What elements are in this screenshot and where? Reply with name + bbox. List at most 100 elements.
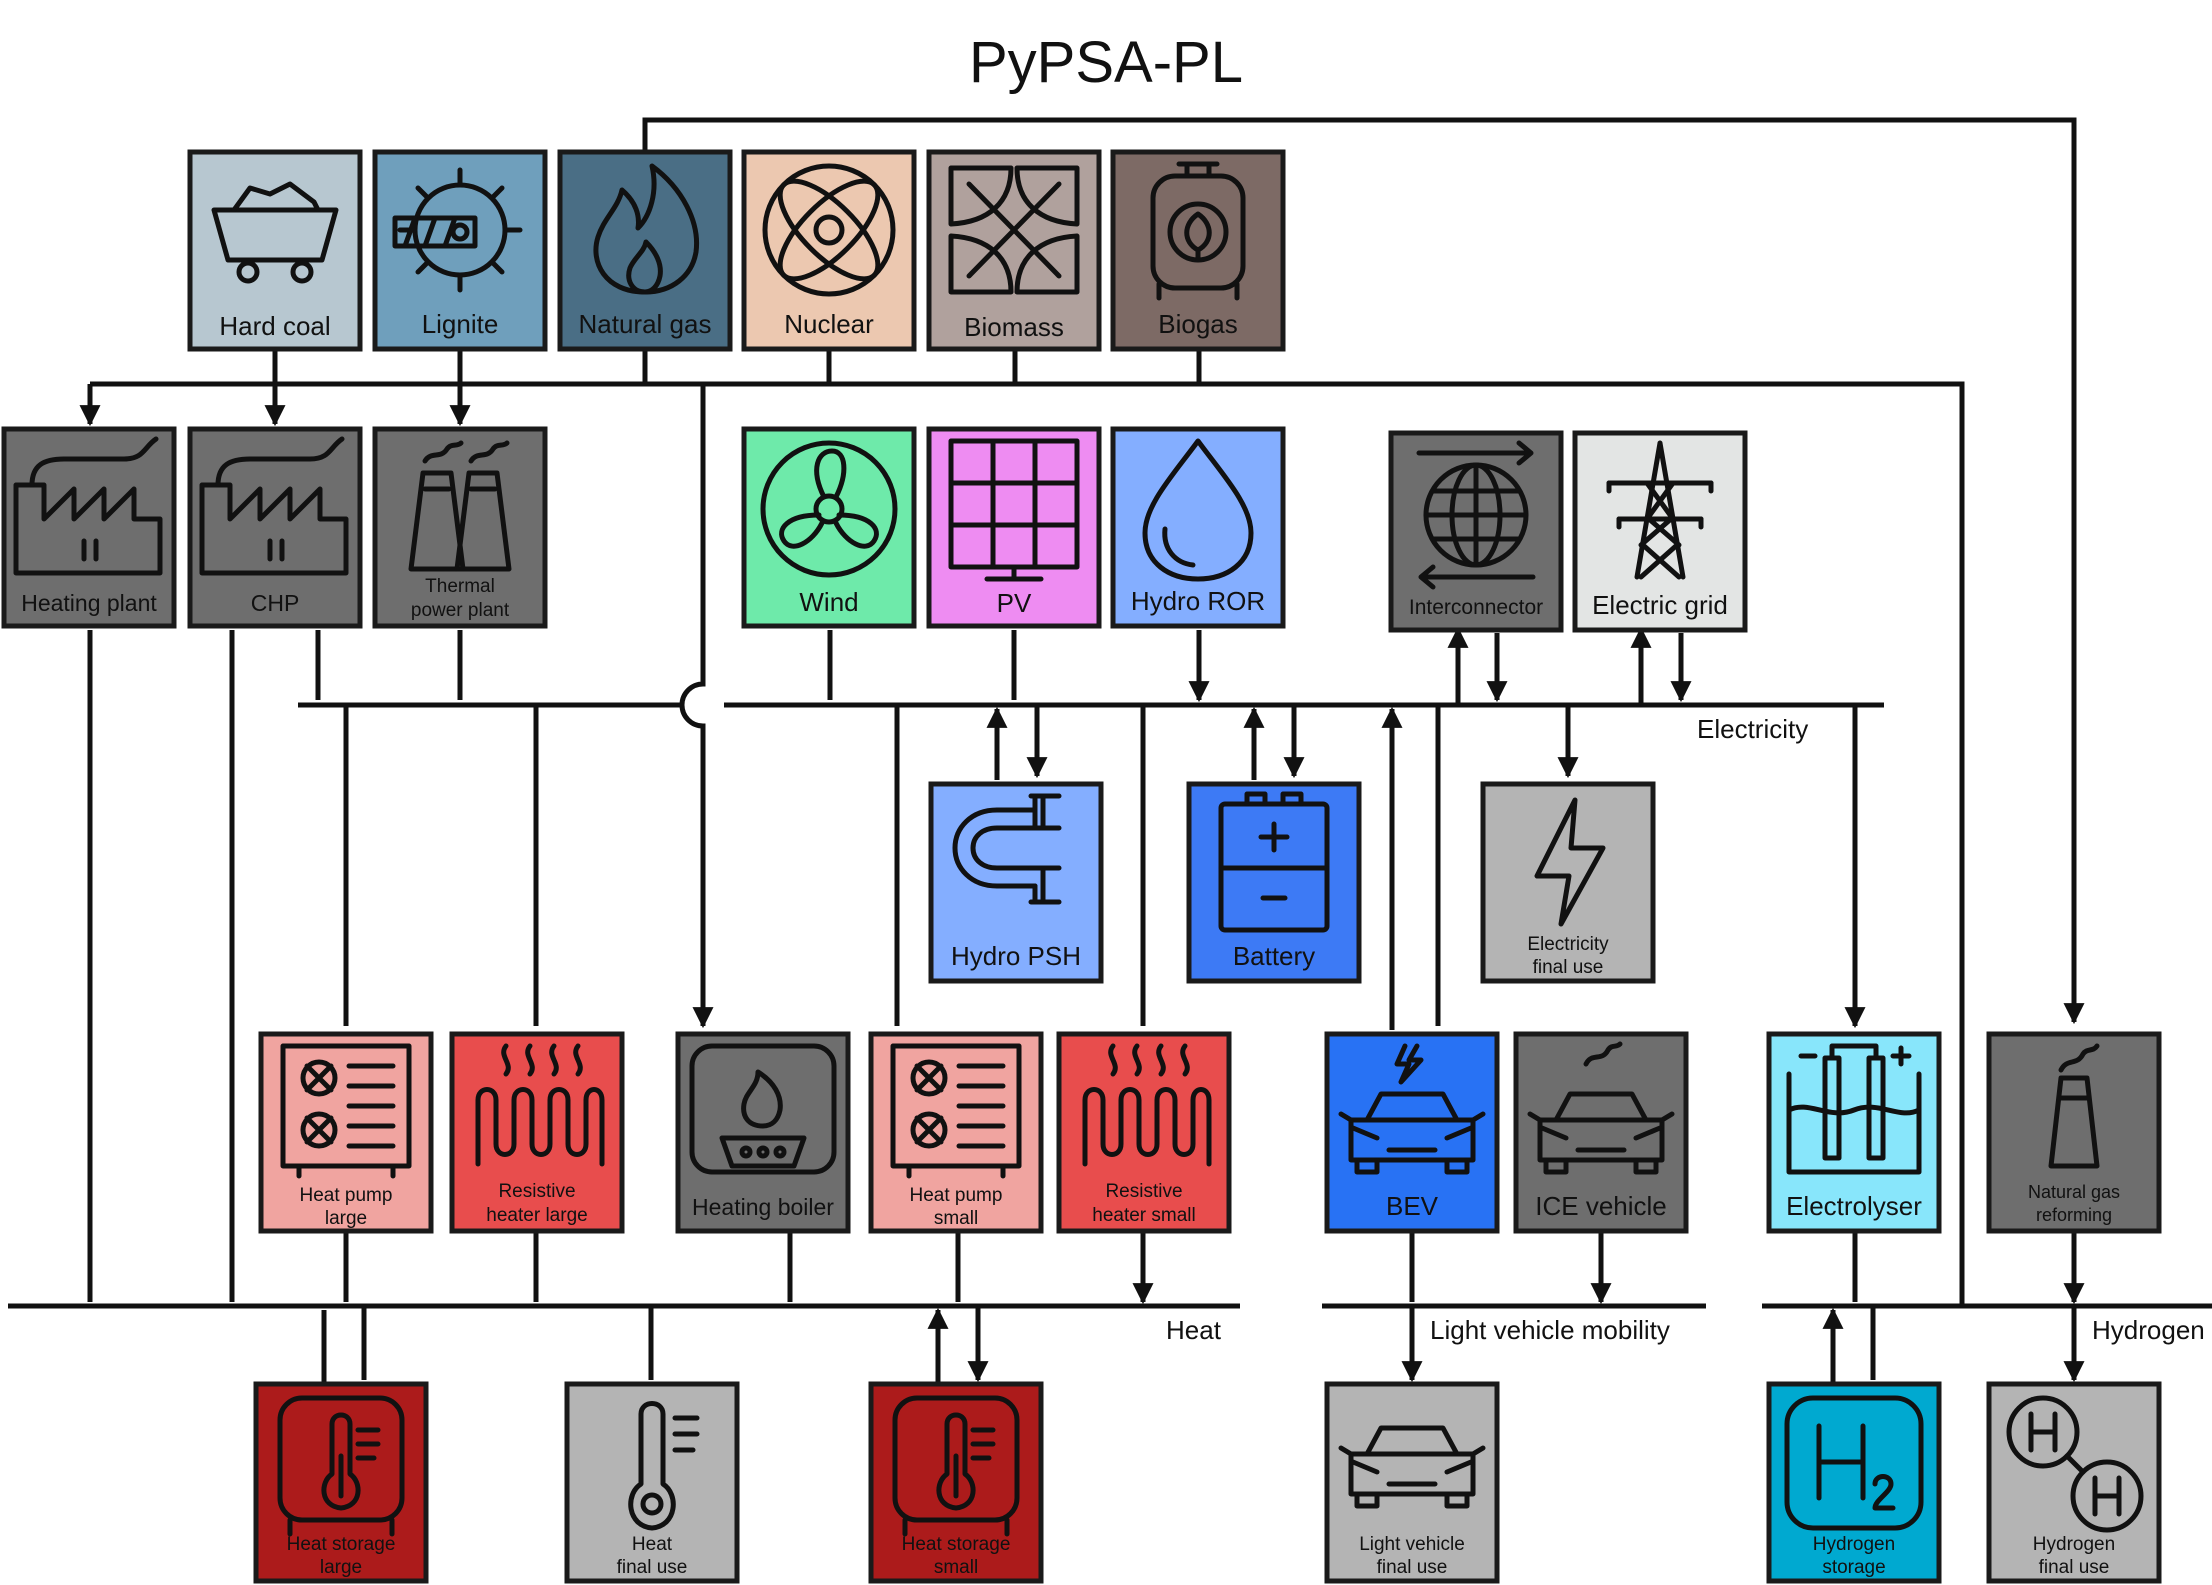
wire-storage-to-heat xyxy=(321,1310,938,1384)
svg-text:Nuclear: Nuclear xyxy=(784,309,874,339)
h2-molecule-icon xyxy=(2006,1395,2144,1533)
svg-text:Hard coal: Hard coal xyxy=(219,311,330,341)
svg-text:Lignite: Lignite xyxy=(422,309,499,339)
thermometer-tank-icon xyxy=(277,1395,405,1537)
svg-text:final use: final use xyxy=(617,1557,688,1578)
node-hydro-psh[interactable]: Hydro PSH xyxy=(928,781,1104,984)
svg-text:Natural gas: Natural gas xyxy=(579,309,712,339)
battery-icon xyxy=(1218,791,1330,933)
pipe-icon xyxy=(952,793,1062,905)
svg-text:Electricity: Electricity xyxy=(1527,934,1609,955)
svg-text:Battery: Battery xyxy=(1233,941,1315,971)
leaves-icon xyxy=(948,165,1080,295)
svg-text:Heat pump: Heat pump xyxy=(300,1185,393,1206)
factory-icon xyxy=(199,436,349,576)
node-heat-storage-large[interactable]: Heat storage large xyxy=(253,1381,429,1584)
mine-cart-icon xyxy=(211,181,339,284)
node-pv[interactable]: PV xyxy=(926,426,1102,629)
node-light-vehicle-final-use[interactable]: Light vehicle final use xyxy=(1324,1381,1500,1584)
node-heat-pump-large[interactable]: Heat pump large xyxy=(258,1031,434,1234)
svg-text:reforming: reforming xyxy=(2036,1205,2112,1225)
atom-icon xyxy=(762,163,896,297)
node-bev[interactable]: BEV xyxy=(1324,1031,1500,1234)
node-natural-gas-reforming[interactable]: Natural gas reforming xyxy=(1986,1031,2162,1234)
thermometer-icon xyxy=(628,1401,700,1531)
electrolysis-icon xyxy=(1786,1043,1922,1175)
node-heat-final-use[interactable]: Heat final use xyxy=(564,1381,740,1584)
svg-text:Interconnector: Interconnector xyxy=(1409,596,1543,619)
heat-pump-icon xyxy=(280,1043,412,1179)
svg-text:Hydrogen: Hydrogen xyxy=(2033,1534,2115,1555)
node-hydrogen-final-use[interactable]: Hydrogen final use xyxy=(1986,1381,2162,1584)
node-interconnector[interactable]: Interconnector xyxy=(1388,430,1564,633)
svg-text:CHP: CHP xyxy=(251,590,300,616)
node-ice-vehicle[interactable]: ICE vehicle xyxy=(1513,1031,1689,1234)
node-electrolyser[interactable]: Electrolyser xyxy=(1766,1031,1942,1234)
node-biogas[interactable]: Biogas xyxy=(1110,149,1286,352)
wire-to-heat-bus xyxy=(87,630,1143,1302)
solar-panel-icon xyxy=(948,438,1080,582)
svg-text:final use: final use xyxy=(2039,1557,2110,1578)
node-heating-plant[interactable]: Heating plant xyxy=(1,426,177,629)
node-electric-grid[interactable]: Electric grid xyxy=(1572,430,1748,633)
diagram-title: PyPSA-PL xyxy=(969,30,1243,95)
svg-text:Heat pump: Heat pump xyxy=(910,1185,1003,1206)
node-heat-pump-small[interactable]: Heat pump small xyxy=(868,1031,1044,1234)
svg-text:Biomass: Biomass xyxy=(964,312,1064,342)
svg-text:ICE vehicle: ICE vehicle xyxy=(1535,1191,1667,1221)
wire-fuel-line xyxy=(90,381,1965,1306)
svg-text:power plant: power plant xyxy=(411,600,510,621)
svg-text:final use: final use xyxy=(1533,957,1604,978)
cooling-towers-icon xyxy=(408,440,512,572)
node-resistive-heater-large[interactable]: Resistive heater large xyxy=(449,1031,625,1234)
car-icon xyxy=(1338,1425,1486,1509)
hydrogen-bus-label: Hydrogen xyxy=(2092,1315,2205,1345)
node-battery[interactable]: Battery xyxy=(1186,781,1362,984)
node-nuclear[interactable]: Nuclear xyxy=(741,149,917,352)
water-drop-icon xyxy=(1142,438,1254,582)
node-thermal-power-plant[interactable]: Thermal power plant xyxy=(372,426,548,629)
h2-tank-icon xyxy=(1784,1395,1924,1531)
svg-text:Resistive: Resistive xyxy=(498,1181,575,1202)
svg-text:large: large xyxy=(320,1557,362,1578)
node-electricity-final-use[interactable]: Electricity final use xyxy=(1480,781,1656,984)
wire-vehicles-to-mobility xyxy=(1409,1232,1601,1302)
connection-wires xyxy=(8,117,2212,1384)
svg-text:Resistive: Resistive xyxy=(1105,1181,1182,1202)
excavator-wheel-icon xyxy=(392,167,523,293)
svg-text:small: small xyxy=(934,1557,978,1578)
lightning-icon xyxy=(1534,797,1606,927)
wire-bus-to-h2-consumers xyxy=(1870,1306,2074,1380)
node-lignite[interactable]: Lignite xyxy=(372,149,548,352)
heat-pump-icon xyxy=(890,1043,1022,1179)
svg-text:Hydrogen: Hydrogen xyxy=(1813,1534,1895,1555)
mobility-bus-label: Light vehicle mobility xyxy=(1430,1315,1670,1345)
node-hard-coal[interactable]: Hard coal xyxy=(187,149,363,352)
node-wind[interactable]: Wind xyxy=(741,426,917,629)
node-heating-boiler[interactable]: Heating boiler xyxy=(675,1031,851,1234)
svg-text:large: large xyxy=(325,1208,367,1229)
svg-text:BEV: BEV xyxy=(1386,1191,1439,1221)
thermometer-tank-icon xyxy=(892,1395,1020,1537)
node-hydro-ror[interactable]: Hydro ROR xyxy=(1110,426,1286,629)
node-hydrogen-storage[interactable]: Hydrogen storage xyxy=(1766,1381,1942,1584)
node-heat-storage-small[interactable]: Heat storage small xyxy=(868,1381,1044,1584)
gas-cylinder-icon xyxy=(1150,161,1246,301)
svg-text:Biogas: Biogas xyxy=(1158,309,1238,339)
svg-text:small: small xyxy=(934,1208,978,1229)
heat-bus-label: Heat xyxy=(1166,1315,1222,1345)
svg-text:Hydro ROR: Hydro ROR xyxy=(1131,586,1265,616)
fan-icon xyxy=(760,440,898,578)
node-resistive-heater-small[interactable]: Resistive heater small xyxy=(1056,1031,1232,1234)
wire-generators-to-electricity xyxy=(315,630,1199,700)
node-chp[interactable]: CHP xyxy=(187,426,363,629)
svg-text:Hydro PSH: Hydro PSH xyxy=(951,941,1081,971)
node-biomass[interactable]: Biomass xyxy=(926,149,1102,352)
svg-text:PV: PV xyxy=(997,588,1032,618)
stove-icon xyxy=(689,1043,837,1175)
node-natural-gas[interactable]: Natural gas xyxy=(557,149,733,352)
svg-text:storage: storage xyxy=(1822,1557,1885,1578)
wire-gas-boiler xyxy=(679,384,714,1029)
electricity-bus-label: Electricity xyxy=(1697,714,1808,744)
wire-to-hydrogen-bus xyxy=(1852,1232,2074,1302)
